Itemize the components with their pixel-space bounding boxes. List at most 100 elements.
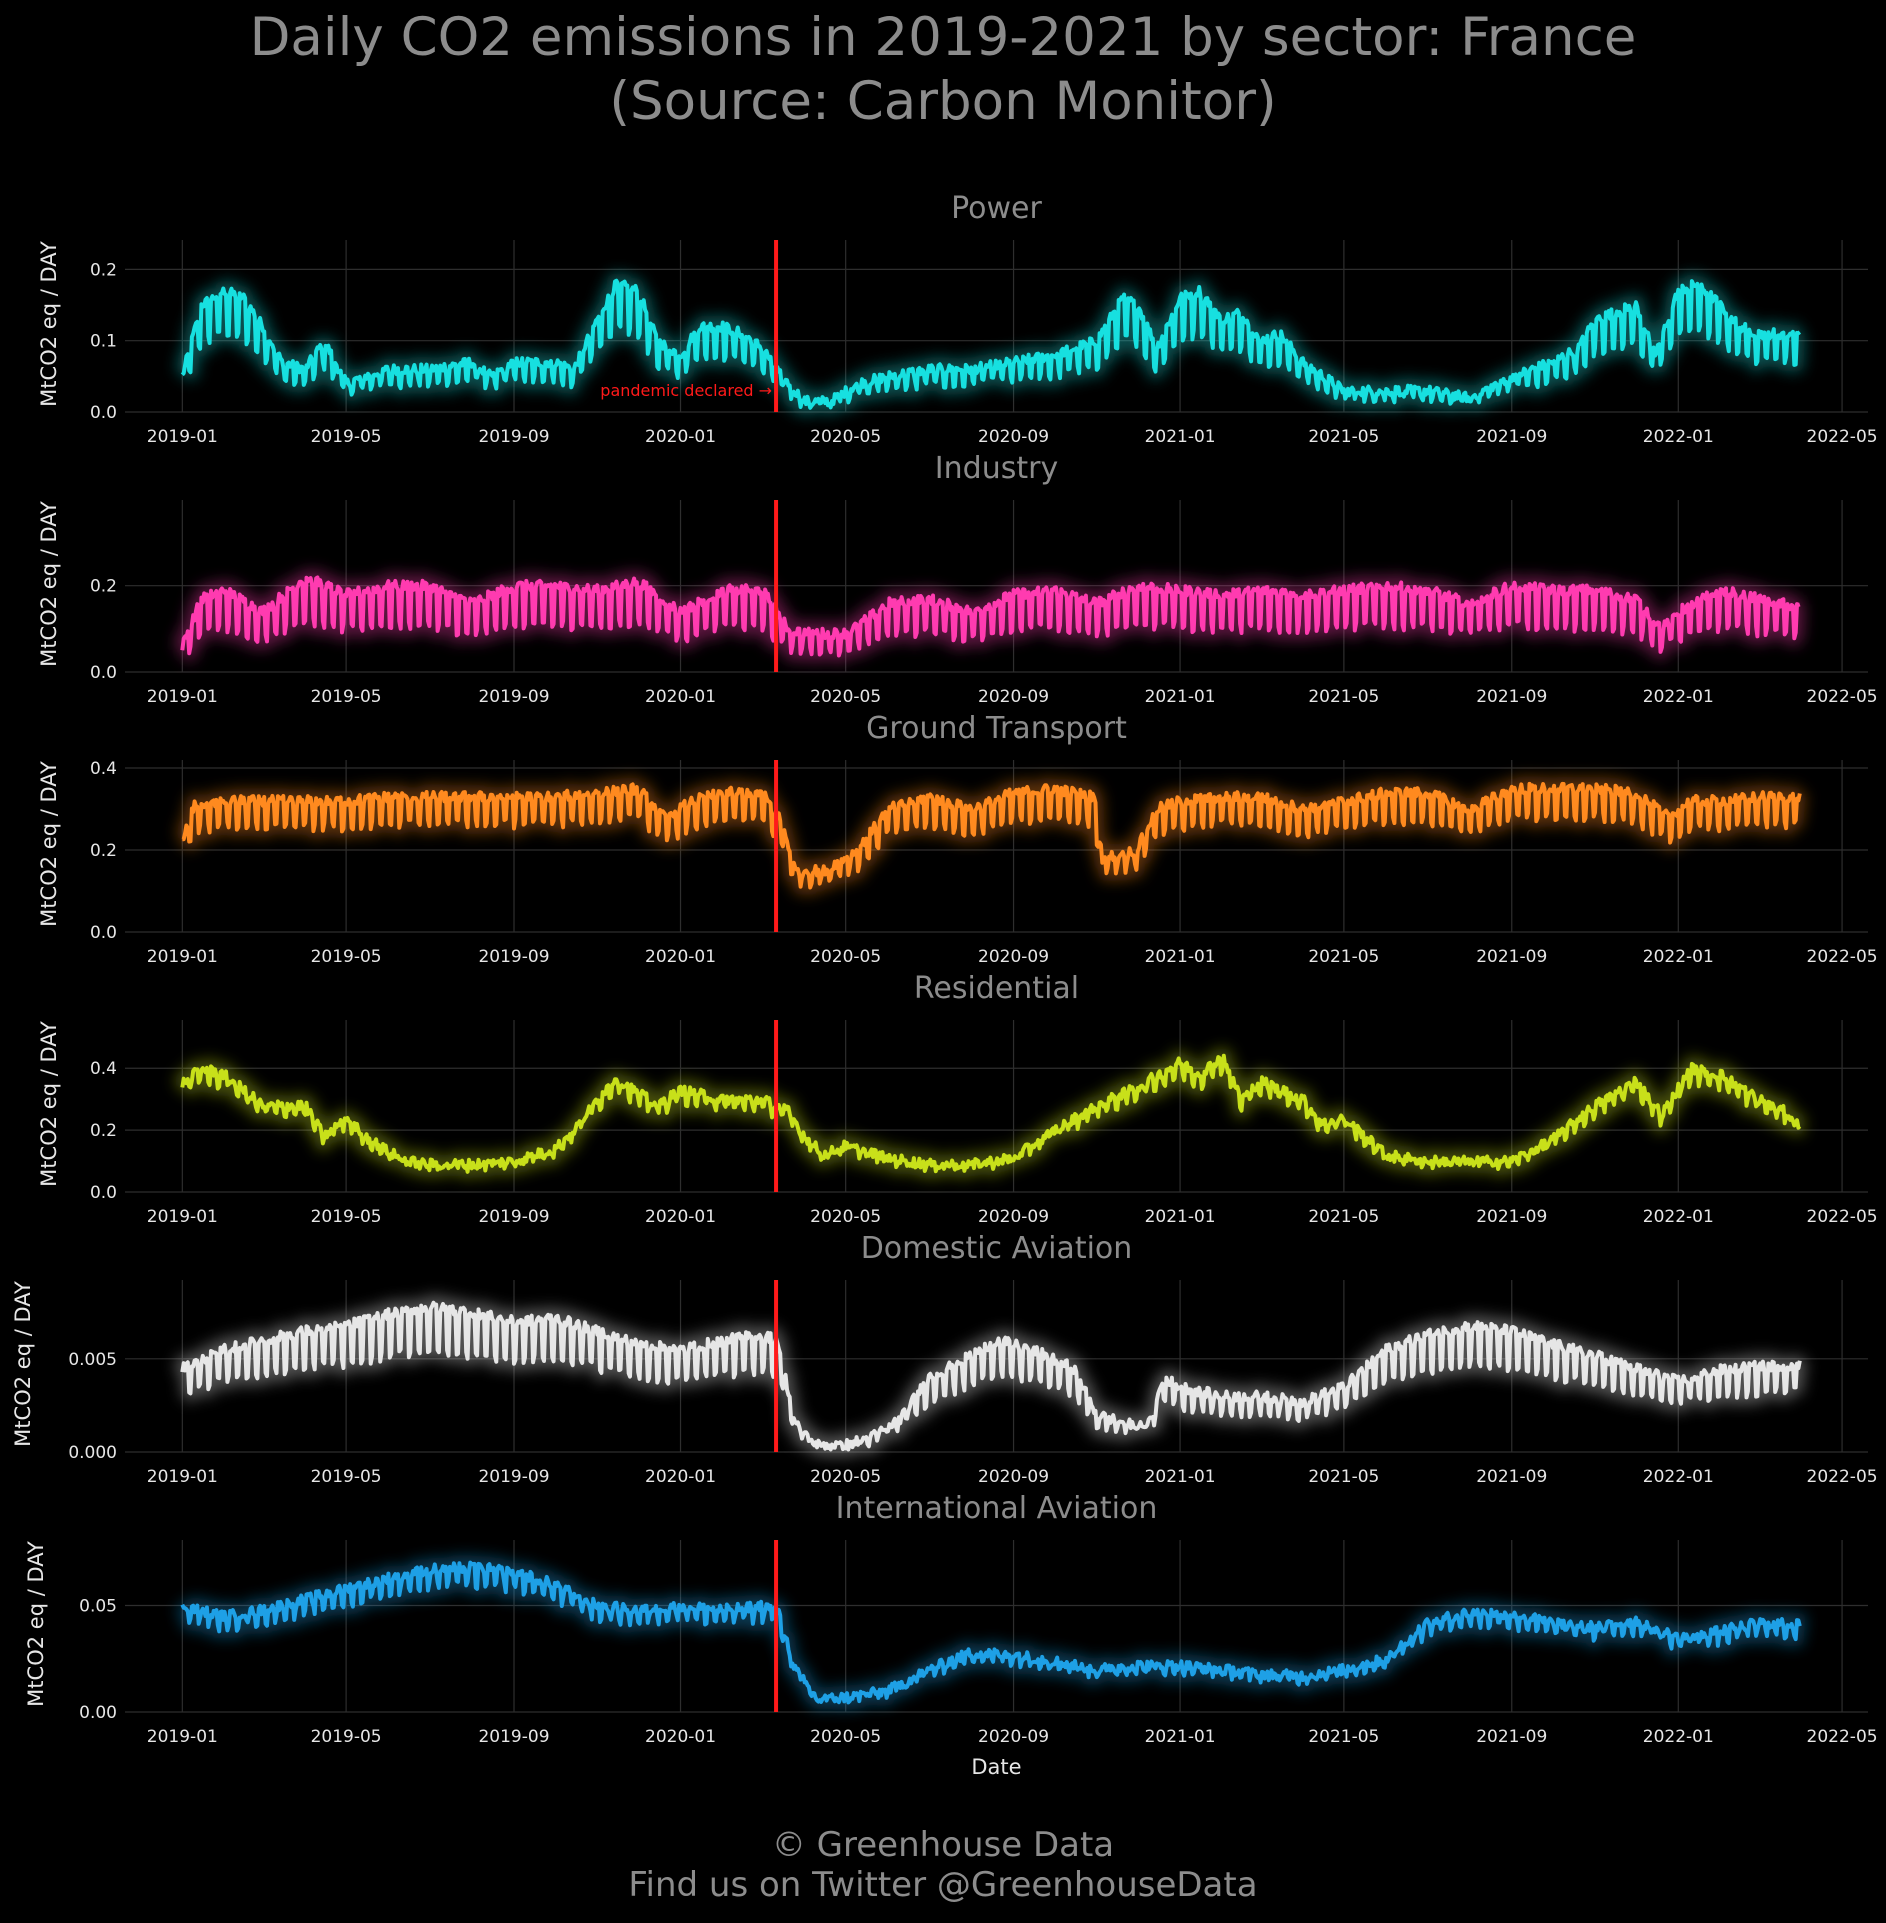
series-line bbox=[180, 575, 1801, 658]
pandemic-annotation: pandemic declared → bbox=[600, 381, 772, 400]
x-tick-label: 2019-05 bbox=[311, 1467, 382, 1487]
x-tick-label: 2019-09 bbox=[478, 687, 549, 707]
x-tick-label: 2020-01 bbox=[645, 947, 716, 967]
y-tick-label: 0.00 bbox=[79, 1703, 117, 1723]
y-axis-label: MtCO2 eq / DAY bbox=[37, 1021, 61, 1187]
chart-title-line-2: (Source: Carbon Monitor) bbox=[609, 71, 1277, 132]
x-tick-label: 2022-01 bbox=[1643, 947, 1714, 967]
x-tick-label: 2019-01 bbox=[147, 1467, 218, 1487]
x-tick-label: 2019-09 bbox=[478, 427, 549, 447]
x-tick-label: 2019-05 bbox=[311, 947, 382, 967]
x-tick-label: 2021-05 bbox=[1308, 1727, 1379, 1747]
y-tick-label: 0.4 bbox=[90, 759, 117, 779]
y-axis-label: MtCO2 eq / DAY bbox=[37, 241, 61, 407]
x-tick-label: 2021-09 bbox=[1476, 687, 1547, 707]
panels-root: Power 2019-01 2019-05 2019-09 2020-01 2020-05… bbox=[11, 191, 1878, 1779]
x-tick-label: 2021-01 bbox=[1145, 947, 1216, 967]
x-tick-label: 2022-01 bbox=[1643, 687, 1714, 707]
y-tick-label: 0.4 bbox=[90, 1059, 117, 1079]
x-tick-label: 2022-05 bbox=[1807, 687, 1878, 707]
x-tick-label: 2019-01 bbox=[147, 947, 218, 967]
x-tick-label: 2020-01 bbox=[645, 427, 716, 447]
y-tick-label: 0.005 bbox=[68, 1350, 117, 1370]
series-line bbox=[180, 278, 1802, 410]
x-tick-label: 2022-01 bbox=[1643, 1467, 1714, 1487]
panel-title: Power bbox=[951, 191, 1042, 226]
footer-copyright: © Greenhouse Data bbox=[771, 1825, 1115, 1865]
x-tick-label: 2019-09 bbox=[478, 1727, 549, 1747]
x-tick-label: 2019-05 bbox=[311, 427, 382, 447]
x-tick-label: 2021-01 bbox=[1145, 1727, 1216, 1747]
series-glow bbox=[174, 1047, 1807, 1180]
y-tick-label: 0.2 bbox=[90, 841, 117, 861]
x-tick-label: 2020-01 bbox=[645, 1467, 716, 1487]
x-tick-label: 2022-05 bbox=[1807, 947, 1878, 967]
y-tick-label: 0.0 bbox=[90, 923, 117, 943]
panel-title: Residential bbox=[914, 971, 1079, 1006]
x-tick-label: 2021-05 bbox=[1308, 947, 1379, 967]
footer-twitter: Find us on Twitter @GreenhouseData bbox=[628, 1865, 1258, 1905]
x-tick-label: 2021-09 bbox=[1476, 1727, 1547, 1747]
x-tick-label: 2021-05 bbox=[1308, 687, 1379, 707]
chart-title-line-1: Daily CO2 emissions in 2019-2021 by sect… bbox=[249, 7, 1637, 68]
x-tick-label: 2022-01 bbox=[1643, 427, 1714, 447]
x-tick-label: 2019-09 bbox=[478, 1207, 549, 1227]
x-tick-label: 2020-01 bbox=[645, 687, 716, 707]
x-tick-label: 2021-01 bbox=[1145, 1207, 1216, 1227]
x-tick-label: 2020-09 bbox=[978, 687, 1049, 707]
panel-title: Ground Transport bbox=[866, 711, 1127, 746]
footer: © Greenhouse Data Find us on Twitter @Gr… bbox=[0, 1825, 1886, 1905]
x-tick-label: 2020-05 bbox=[810, 427, 881, 447]
x-tick-label: 2019-05 bbox=[311, 1727, 382, 1747]
panel-industry: Industry 2019-01 2019-05 2019-09 2020-01 2020… bbox=[37, 451, 1878, 707]
x-tick-label: 2020-09 bbox=[978, 1207, 1049, 1227]
x-tick-label: 2019-01 bbox=[147, 1727, 218, 1747]
x-tick-label: 2019-01 bbox=[147, 1207, 218, 1227]
y-tick-label: 0.2 bbox=[90, 260, 117, 280]
x-tick-label: 2022-05 bbox=[1807, 1207, 1878, 1227]
panel-residential: Residential 2019-01 2019-05 2019-09 2020-01 2… bbox=[37, 971, 1878, 1227]
panel-ground-transport: Ground Transport 2019-01 2019-05 2019-09 202… bbox=[37, 711, 1878, 967]
panel-international-aviation: International Aviation 2019-01 2019-05 2019… bbox=[24, 1491, 1878, 1779]
x-tick-label: 2020-01 bbox=[645, 1727, 716, 1747]
x-tick-label: 2020-09 bbox=[978, 1727, 1049, 1747]
x-tick-label: 2020-01 bbox=[645, 1207, 716, 1227]
x-tick-label: 2020-05 bbox=[810, 1207, 881, 1227]
y-tick-label: 0.05 bbox=[79, 1597, 117, 1617]
x-tick-label: 2021-05 bbox=[1308, 427, 1379, 447]
panel-title: International Aviation bbox=[836, 1491, 1158, 1526]
panel-domestic-aviation: Domestic Aviation 2019-01 2019-05 2019-09 20… bbox=[11, 1231, 1878, 1487]
y-tick-label: 0.0 bbox=[90, 1183, 117, 1203]
series-line bbox=[180, 1300, 1802, 1452]
y-axis-label: MtCO2 eq / DAY bbox=[37, 501, 61, 667]
y-axis-label: MtCO2 eq / DAY bbox=[37, 761, 61, 927]
x-tick-label: 2019-09 bbox=[478, 1467, 549, 1487]
x-tick-label: 2021-09 bbox=[1476, 947, 1547, 967]
x-tick-label: 2020-05 bbox=[810, 1727, 881, 1747]
x-tick-label: 2021-01 bbox=[1145, 1467, 1216, 1487]
series-line bbox=[181, 781, 1802, 890]
x-tick-label: 2022-01 bbox=[1643, 1207, 1714, 1227]
x-tick-label: 2021-01 bbox=[1145, 687, 1216, 707]
x-tick-label: 2021-09 bbox=[1476, 1207, 1547, 1227]
x-axis-label: Date bbox=[971, 1755, 1021, 1779]
y-axis-label: MtCO2 eq / DAY bbox=[24, 1541, 48, 1707]
x-tick-label: 2022-05 bbox=[1807, 427, 1878, 447]
x-tick-label: 2020-05 bbox=[810, 687, 881, 707]
series-glow bbox=[175, 272, 1807, 416]
y-axis-label: MtCO2 eq / DAY bbox=[11, 1281, 35, 1447]
panel-title: Domestic Aviation bbox=[861, 1231, 1133, 1266]
panel-title: Industry bbox=[935, 451, 1058, 486]
x-tick-label: 2021-01 bbox=[1145, 427, 1216, 447]
x-tick-label: 2019-05 bbox=[311, 687, 382, 707]
y-tick-label: 0.000 bbox=[68, 1443, 117, 1463]
x-tick-label: 2022-05 bbox=[1807, 1467, 1878, 1487]
x-tick-label: 2021-09 bbox=[1476, 427, 1547, 447]
x-tick-label: 2021-05 bbox=[1308, 1207, 1379, 1227]
x-tick-label: 2020-09 bbox=[978, 1467, 1049, 1487]
chart-title: Daily CO2 emissions in 2019-2021 by sect… bbox=[0, 6, 1886, 134]
y-tick-label: 0.2 bbox=[90, 1121, 117, 1141]
x-tick-label: 2020-05 bbox=[810, 1467, 881, 1487]
x-tick-label: 2022-01 bbox=[1643, 1727, 1714, 1747]
